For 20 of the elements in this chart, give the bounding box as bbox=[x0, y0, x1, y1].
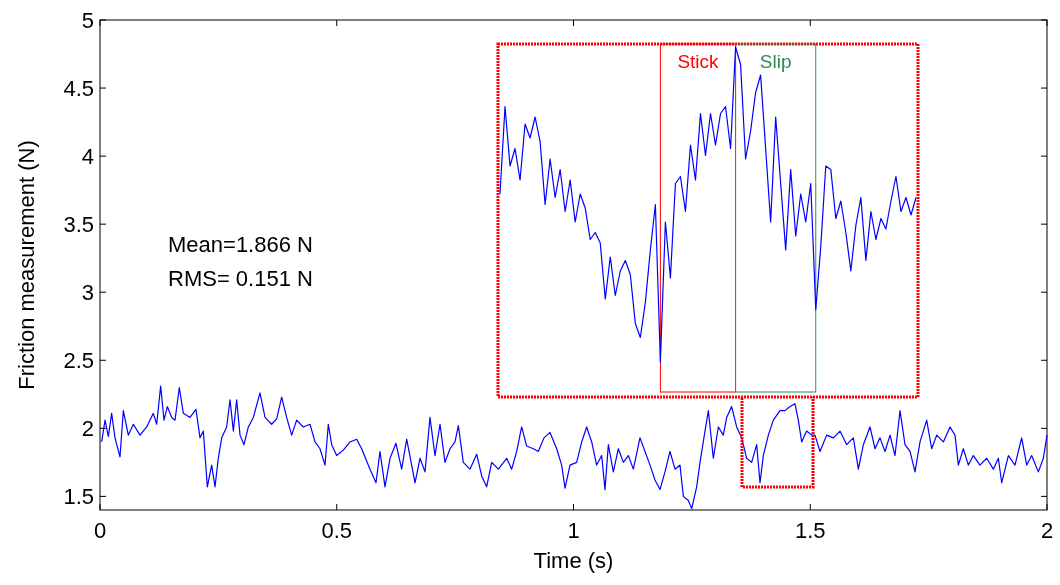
y-tick-label: 2.5 bbox=[63, 348, 94, 374]
y-tick-label: 4.5 bbox=[63, 76, 94, 102]
y-tick-label: 3.5 bbox=[63, 212, 94, 238]
annotation: Stick bbox=[677, 51, 720, 72]
annotation: Slip bbox=[759, 51, 792, 72]
y-axis-title: Friction measurement (N) bbox=[14, 140, 39, 390]
x-tick-label: 2 bbox=[1040, 518, 1054, 543]
annotation: RMS= 0.151 N bbox=[168, 266, 313, 291]
y-tick-label: 5 bbox=[81, 8, 94, 33]
y-tick-label: 2 bbox=[81, 416, 94, 442]
annotation: Mean=1.866 N bbox=[168, 232, 313, 257]
line-series bbox=[101, 385, 1048, 510]
y-tick-label: 3 bbox=[81, 280, 94, 306]
x-tick-label: 1.5 bbox=[794, 518, 826, 543]
y-tick-label: 1.5 bbox=[63, 484, 94, 510]
x-tick-label: 0 bbox=[93, 518, 107, 543]
x-axis-title: Time (s) bbox=[533, 548, 614, 573]
y-tick-label: 4 bbox=[81, 144, 94, 170]
x-tick-label: 0.5 bbox=[321, 518, 353, 543]
x-tick-label: 1 bbox=[567, 518, 580, 543]
